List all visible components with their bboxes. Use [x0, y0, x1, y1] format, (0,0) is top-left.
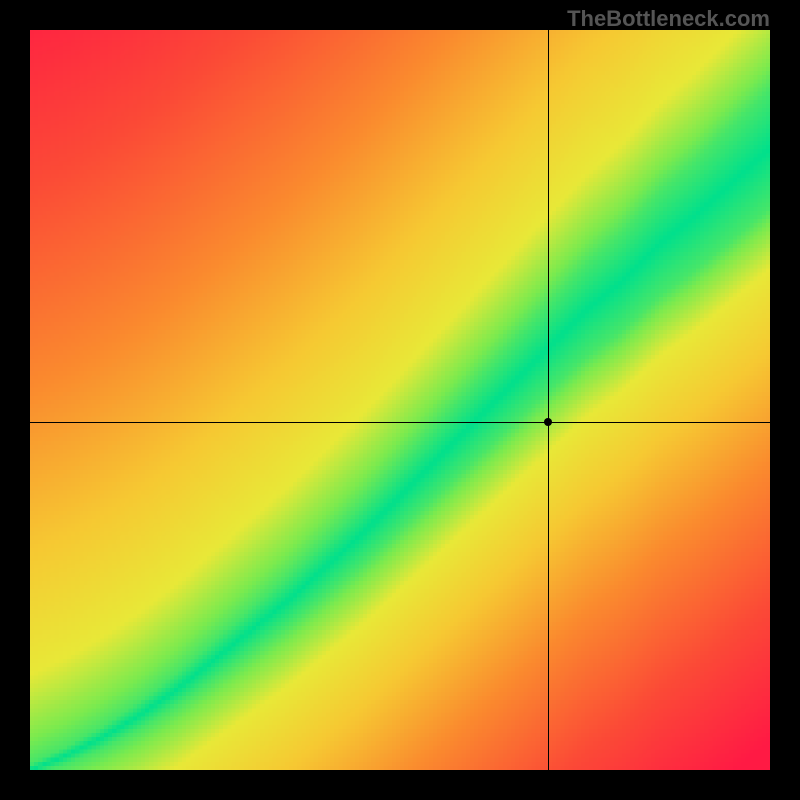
heatmap-plot-area	[30, 30, 770, 770]
crosshair-vertical	[548, 30, 549, 770]
crosshair-horizontal	[30, 422, 770, 423]
heatmap-canvas	[30, 30, 770, 770]
watermark-text: TheBottleneck.com	[567, 6, 770, 32]
crosshair-marker	[544, 418, 552, 426]
